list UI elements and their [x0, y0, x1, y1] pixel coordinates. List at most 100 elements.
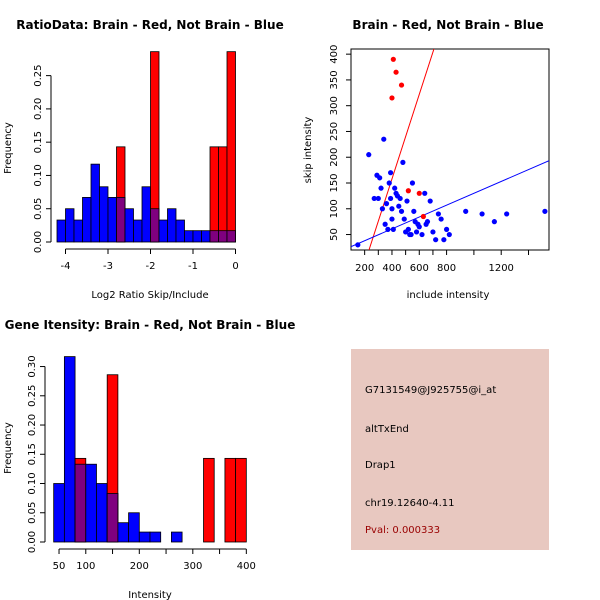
scatter-point-not-brain: [542, 208, 548, 214]
probe-id: G7131549@J925755@i_at: [365, 385, 497, 396]
ratio-bar-not-brain: [141, 186, 151, 243]
ratio-bar-not-brain: [175, 219, 185, 243]
gene-axes: 0.00 0.05 0.10 0.15 0.20 0.25 0.30 50 100 200 300 4…: [27, 355, 256, 572]
scatter-point-not-brain: [504, 211, 510, 217]
gene-bar-not-brain: [53, 483, 65, 543]
scatter-x-tick-label: 800: [437, 263, 456, 274]
scatter-x-axis-label: include intensity: [407, 290, 490, 301]
scatter-y-axis-label: skip intensity: [303, 117, 314, 184]
scatter-fit-line: [368, 49, 435, 250]
ratio-bar-not-brain: [184, 230, 194, 243]
ratio-x-tick-label: -1: [188, 261, 198, 272]
ratio-bar-not-brain: [192, 230, 202, 243]
scatter-point-not-brain: [371, 195, 377, 202]
scatter-point-not-brain: [408, 231, 414, 238]
ratio-histogram: RatioData: Brain - Red, Not Brain - Blue…: [3, 18, 284, 301]
scatter-points: [355, 56, 548, 248]
gene-bar-brain: [224, 457, 237, 543]
ratio-bar-not-brain: [56, 219, 66, 243]
gene-x-tick-label: 50: [53, 561, 66, 572]
event-type: altTxEnd: [365, 424, 409, 435]
scatter-point-not-brain: [396, 203, 402, 209]
gene-bar-not-brain: [117, 522, 129, 543]
ratio-axes: 0.00 0.05 0.10 0.15 0.20 0.25 -4 -3 -2 -1 0: [33, 64, 239, 272]
gene-symbol: Drap1: [365, 460, 396, 471]
gene-bar-not-brain: [96, 483, 108, 543]
gene-y-tick-label: 0.20: [27, 414, 38, 436]
gene-x-tick-label: 300: [183, 561, 202, 572]
scatter-y-tick-label: 350: [329, 70, 340, 89]
ratio-bar-not-brain: [158, 219, 168, 243]
scatter-x-tick-label: 1200: [488, 263, 513, 274]
scatter-point-brain: [389, 95, 395, 101]
ratio-x-tick-label: 0: [232, 261, 238, 272]
gene-y-tick-label: 0.05: [27, 502, 38, 524]
ratio-y-axis-label: Frequency: [3, 122, 14, 174]
gene-chart-title: Gene Itensity: Brain - Red, Not Brain - …: [5, 318, 296, 332]
scatter-point-not-brain: [424, 219, 431, 225]
intensity-scatter: Brain - Red, Not Brain - Blue include in…: [303, 18, 550, 301]
gene-y-tick-label: 0.15: [27, 443, 38, 465]
ratio-y-tick-label: 0.15: [33, 131, 44, 153]
gene-intensity-histogram: Gene Itensity: Brain - Red, Not Brain - …: [3, 318, 295, 600]
ratio-bar-overlap: [209, 230, 219, 243]
genomic-location: chr19.12640-4.11: [365, 498, 455, 509]
gene-bar-overlap: [106, 493, 119, 543]
ratio-bar-not-brain: [73, 219, 83, 243]
scatter-point-not-brain: [389, 206, 395, 212]
ratio-x-tick-label: -4: [61, 261, 71, 272]
ratio-bar-not-brain: [99, 186, 109, 243]
probe-info-panel: G7131549@J925755@i_at altTxEnd Drap1 chr…: [351, 349, 549, 550]
scatter-y-tick-label: 150: [329, 173, 340, 192]
gene-bar-overlap: [74, 463, 87, 543]
ratio-bar-overlap: [226, 230, 236, 243]
ratio-bar-overlap: [150, 208, 160, 243]
ratio-x-tick-label: -2: [146, 261, 156, 272]
scatter-y-tick-label: 50: [329, 228, 340, 241]
scatter-point-not-brain: [385, 226, 391, 232]
scatter-y-tick-label: 400: [329, 45, 340, 64]
scatter-point-not-brain: [438, 216, 444, 222]
scatter-point-not-brain: [413, 229, 420, 235]
scatter-y-tick-label: 300: [329, 96, 340, 115]
scatter-x-tick-label: 200: [355, 263, 374, 274]
ratio-y-tick-label: 0.05: [33, 198, 44, 220]
scatter-fit-lines: [351, 49, 549, 250]
scatter-point-not-brain: [491, 219, 497, 225]
scatter-point-not-brain: [379, 206, 386, 212]
scatter-point-not-brain: [446, 231, 452, 238]
scatter-y-tick-label: 200: [329, 148, 340, 167]
ratio-bar-not-brain: [167, 208, 177, 243]
gene-x-tick-label: 200: [130, 561, 149, 572]
scatter-axes: 50 100 150 200 250 300 350 400 200 400 600 800 1200: [329, 45, 530, 274]
ratio-y-tick-label: 0.20: [33, 98, 44, 120]
ratio-y-tick-label: 0.25: [33, 64, 44, 86]
ratio-x-axis-label: Log2 Ratio Skip/Include: [91, 290, 208, 301]
gene-y-tick-label: 0.25: [27, 385, 38, 407]
scatter-point-not-brain: [366, 152, 372, 158]
scatter-point-not-brain: [383, 201, 390, 207]
scatter-point-not-brain: [355, 242, 361, 248]
gene-x-axis-label: Intensity: [128, 590, 172, 600]
scatter-point-not-brain: [388, 170, 394, 176]
gene-x-tick-label: 400: [237, 561, 256, 572]
scatter-point-not-brain: [381, 136, 387, 142]
scatter-point-not-brain: [435, 211, 441, 217]
scatter-x-tick-label: 600: [410, 263, 429, 274]
ratio-bar-brain: [218, 146, 228, 243]
scatter-point-brain: [416, 190, 422, 196]
scatter-point-not-brain: [401, 216, 407, 222]
scatter-point-not-brain: [392, 185, 398, 191]
scatter-point-not-brain: [443, 226, 450, 232]
ratio-bar-not-brain: [133, 219, 143, 243]
gene-bar-not-brain: [149, 531, 162, 543]
scatter-point-not-brain: [390, 226, 396, 232]
scatter-point-not-brain: [441, 237, 447, 243]
scatter-fit-line: [351, 160, 549, 248]
scatter-point-not-brain: [398, 208, 405, 214]
scatter-point-not-brain: [433, 237, 439, 243]
ratio-x-tick-label: -3: [103, 261, 113, 272]
gene-bar-not-brain: [85, 463, 97, 543]
ratio-y-tick-label: 0.00: [33, 231, 44, 253]
